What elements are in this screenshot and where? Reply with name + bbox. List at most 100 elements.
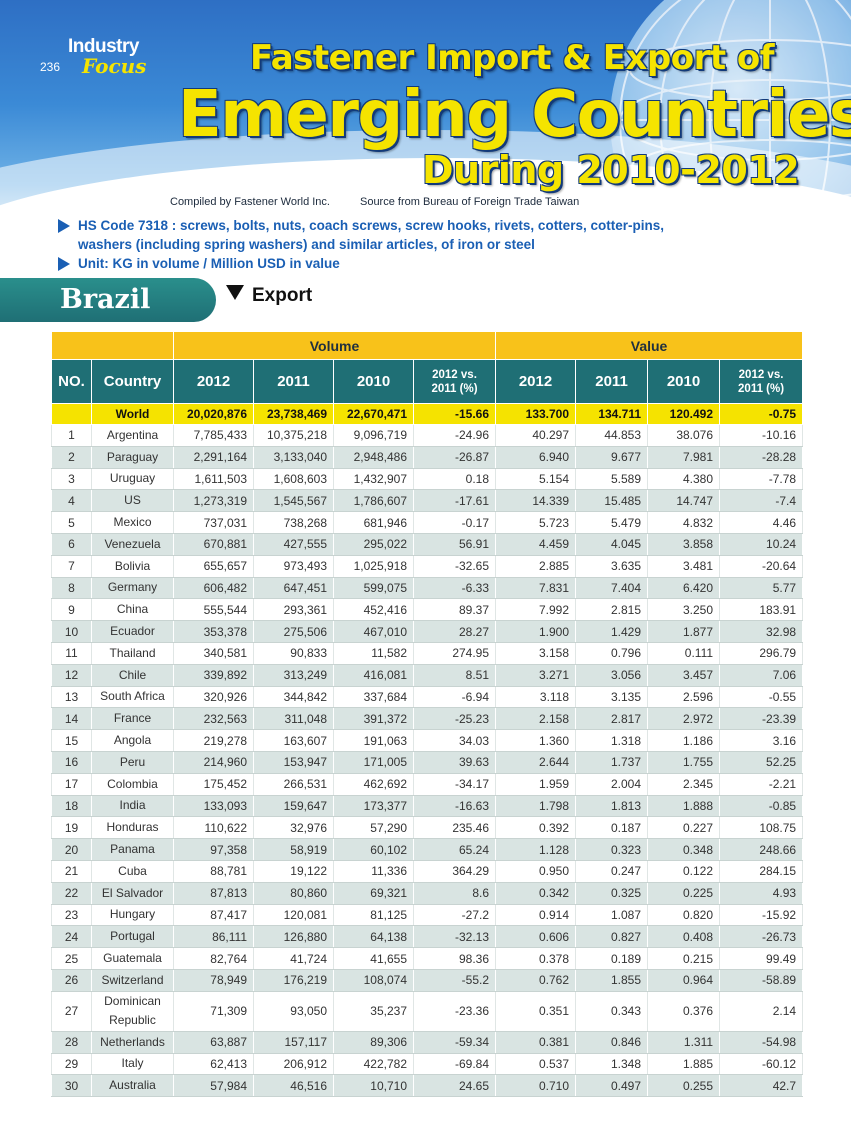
table-cell: 57,984	[173, 1074, 254, 1098]
table-cell: Angola	[91, 729, 174, 752]
table-cell: 7.992	[495, 598, 577, 622]
table-cell: 44.853	[575, 424, 649, 447]
table-cell: 6.940	[495, 445, 577, 469]
table-cell: -24.96	[412, 424, 497, 447]
table-cell: 163,607	[253, 729, 334, 752]
table-cell: 320,926	[173, 685, 254, 709]
table-cell: 0.215	[647, 947, 721, 970]
table-cell: 1,786,607	[333, 489, 414, 513]
table-cell: 1,025,918	[333, 554, 414, 578]
bullet-arrow-icon	[58, 257, 70, 271]
industry-label: Industry	[68, 36, 139, 57]
table-cell: -28.28	[719, 445, 804, 469]
group-header-row: Volume Value	[51, 331, 804, 360]
table-cell: 16	[51, 750, 92, 774]
table-row: 13 South Africa 320,926 344,842 337,684 -6.94…	[51, 685, 804, 709]
table-cell: Chile	[91, 663, 174, 687]
credit-line: Compiled by Fastener World Inc. Source fr…	[170, 196, 579, 208]
table-cell: 0.497	[575, 1074, 649, 1098]
table-cell: 2.596	[647, 685, 721, 709]
table-cell: 1.885	[647, 1052, 721, 1076]
table-row: 16 Peru 214,960 153,947 171,005 39.63 2.644 1.7…	[51, 750, 804, 774]
table-cell: 2,948,486	[333, 445, 414, 469]
col-volume-2010: 2010	[333, 359, 414, 404]
table-cell: 153,947	[253, 750, 334, 774]
table-cell: 0.227	[647, 816, 721, 840]
table-cell: 275,506	[253, 620, 334, 643]
table-row: 20 Panama 97,358 58,919 60,102 65.24 1.128 0.32…	[51, 838, 804, 861]
table-cell: 11	[51, 641, 92, 665]
table-cell: 3.250	[647, 598, 721, 622]
table-cell: 30	[51, 1074, 92, 1098]
table-cell: -7.4	[719, 489, 804, 513]
table-cell: 41,655	[333, 947, 414, 970]
table-cell: 7.981	[647, 445, 721, 469]
table-cell: 3.16	[719, 729, 804, 752]
table-cell: 134.711	[575, 403, 649, 425]
table-cell: -58.89	[719, 968, 804, 992]
table-cell: Cuba	[91, 859, 174, 883]
table-cell: 5.77	[719, 576, 804, 600]
table-cell: 2.815	[575, 598, 649, 622]
table-cell: 52.25	[719, 750, 804, 774]
table-cell: 2,291,164	[173, 445, 254, 469]
table-cell: 24	[51, 925, 92, 949]
table-cell: 0.225	[647, 881, 721, 905]
table-cell: 32,976	[253, 816, 334, 840]
table-cell: 28.27	[412, 620, 497, 643]
table-cell: -6.94	[412, 685, 497, 709]
table-cell: 670,881	[173, 532, 254, 556]
table-row: 5 Mexico 737,031 738,268 681,946 -0.17 5.723 5.…	[51, 511, 804, 534]
table-cell: 1,545,567	[253, 489, 334, 513]
table-cell: 10.24	[719, 532, 804, 556]
table-cell: 1.311	[647, 1030, 721, 1054]
table-cell: Argentina	[91, 424, 174, 447]
table-cell: 452,416	[333, 598, 414, 622]
table-cell: 0.111	[647, 641, 721, 665]
table-cell: 17	[51, 772, 92, 796]
table-row: 18 India 133,093 159,647 173,377 -16.63 1.798 1…	[51, 794, 804, 818]
table-row: 15 Angola 219,278 163,607 191,063 34.03 1.360 1…	[51, 729, 804, 752]
table-cell: Portugal	[91, 925, 174, 949]
table-cell: 86,111	[173, 925, 254, 949]
table-cell: US	[91, 489, 174, 513]
table-cell: 0.408	[647, 925, 721, 949]
table-row: 6 Venezuela 670,881 427,555 295,022 56.91 4.45…	[51, 532, 804, 556]
table-cell: 99.49	[719, 947, 804, 970]
table-cell: 2.972	[647, 707, 721, 731]
table-cell: 339,892	[173, 663, 254, 687]
table-cell: 97,358	[173, 838, 254, 861]
table-cell: 60,102	[333, 838, 414, 861]
table-row: 10 Ecuador 353,378 275,506 467,010 28.27 1.900…	[51, 620, 804, 643]
table-cell: 7	[51, 554, 92, 578]
table-cell: -27.2	[412, 903, 497, 927]
table-cell: 10,710	[333, 1074, 414, 1098]
col-value-2011: 2011	[575, 359, 649, 404]
table-cell: 1.348	[575, 1052, 649, 1076]
table-cell: 81,125	[333, 903, 414, 927]
table-cell: 235.46	[412, 816, 497, 840]
table-cell: -55.2	[412, 968, 497, 992]
table-cell: 0.376	[647, 990, 721, 1032]
table-cell: 9	[51, 598, 92, 622]
section-heading: Export	[226, 285, 312, 307]
table-row: 21 Cuba 88,781 19,122 11,336 364.29 0.950 0.247…	[51, 859, 804, 883]
table-cell: 599,075	[333, 576, 414, 600]
table-cell: -15.92	[719, 903, 804, 927]
table-cell: 973,493	[253, 554, 334, 578]
unit-text: Unit: KG in volume / Million USD in valu…	[78, 256, 340, 271]
table-cell: 41,724	[253, 947, 334, 970]
table-cell: 46,516	[253, 1074, 334, 1098]
table-cell: 0.378	[495, 947, 577, 970]
table-cell: 22,670,471	[333, 403, 414, 425]
table-cell: 80,860	[253, 881, 334, 905]
table-cell: 133,093	[173, 794, 254, 818]
page-title-line3: During 2010-2012	[422, 148, 800, 192]
table-cell: 6.420	[647, 576, 721, 600]
table-cell: Australia	[91, 1074, 174, 1098]
table-row: 24 Portugal 86,111 126,880 64,138 -32.13 0.606…	[51, 925, 804, 949]
table-cell: 23,738,469	[253, 403, 334, 425]
table-cell: -23.36	[412, 990, 497, 1032]
table-cell: 4.93	[719, 881, 804, 905]
header-banner	[0, 0, 851, 232]
